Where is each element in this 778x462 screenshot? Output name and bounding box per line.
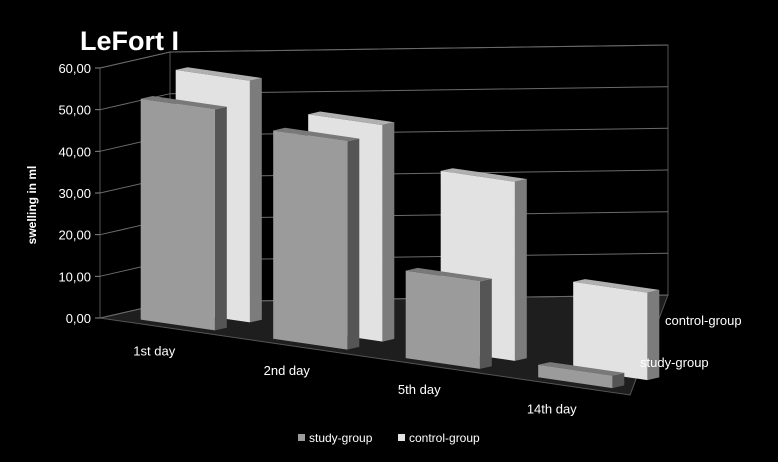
- bar-study-group-0: [140, 96, 227, 331]
- legend-item: study-group: [298, 431, 373, 445]
- bar-side: [214, 106, 227, 331]
- gridline: [99, 44, 669, 69]
- bar-control-group-3: [573, 279, 660, 381]
- bar-top: [405, 267, 492, 282]
- gridline: [99, 86, 669, 111]
- bar-side: [479, 278, 492, 369]
- y-tick-label: 10,00: [58, 269, 91, 284]
- legend: study-group control-group: [298, 431, 480, 445]
- bar-top: [175, 67, 262, 81]
- legend-swatch: [298, 434, 305, 441]
- y-tick-label: 60,00: [58, 61, 91, 76]
- bar-top: [538, 362, 625, 376]
- legend-swatch: [398, 434, 405, 441]
- bar-side: [514, 179, 527, 361]
- depth-label: control-group: [665, 313, 742, 328]
- y-tick-label: 30,00: [58, 186, 91, 201]
- bar-top: [440, 168, 527, 182]
- x-tick-label: 5th day: [398, 382, 441, 397]
- y-tick-label: 50,00: [58, 103, 91, 118]
- labels: 0,00 10,00 20,00 30,00 40,00 50,00 60,00 1st da…: [58, 61, 741, 416]
- bar-study-group-3: [538, 362, 625, 389]
- x-tick-label: 2nd day: [264, 363, 311, 378]
- y-tick-label: 0,00: [66, 311, 91, 326]
- y-axis-label: swelling in ml: [25, 166, 39, 245]
- bar-front: [273, 130, 348, 350]
- bar-top: [140, 96, 227, 110]
- bar-top: [308, 111, 395, 125]
- bar-front: [573, 281, 648, 381]
- legend-label: control-group: [409, 431, 480, 445]
- bar-top: [273, 127, 360, 142]
- bar-side: [612, 372, 625, 389]
- x-tick-label: 1st day: [133, 344, 175, 359]
- bar-study-group-2: [405, 267, 492, 369]
- bar-top: [573, 279, 660, 293]
- bar-side: [382, 122, 395, 342]
- bar-front: [405, 270, 480, 369]
- legend-item: control-group: [398, 431, 480, 445]
- depth-label: study-group: [640, 355, 709, 370]
- y-tick-label: 20,00: [58, 228, 91, 243]
- bar-side: [249, 78, 262, 323]
- bar-front: [140, 98, 215, 331]
- bar-study-group-1: [273, 127, 360, 350]
- legend-label: study-group: [309, 431, 373, 445]
- bar-side: [347, 138, 360, 350]
- chart-title: LeFort I: [80, 26, 179, 56]
- y-tick-label: 40,00: [58, 144, 91, 159]
- bar-front: [538, 364, 613, 389]
- x-tick-label: 14th day: [527, 401, 577, 416]
- bars: [140, 67, 660, 389]
- bar-side: [647, 289, 660, 381]
